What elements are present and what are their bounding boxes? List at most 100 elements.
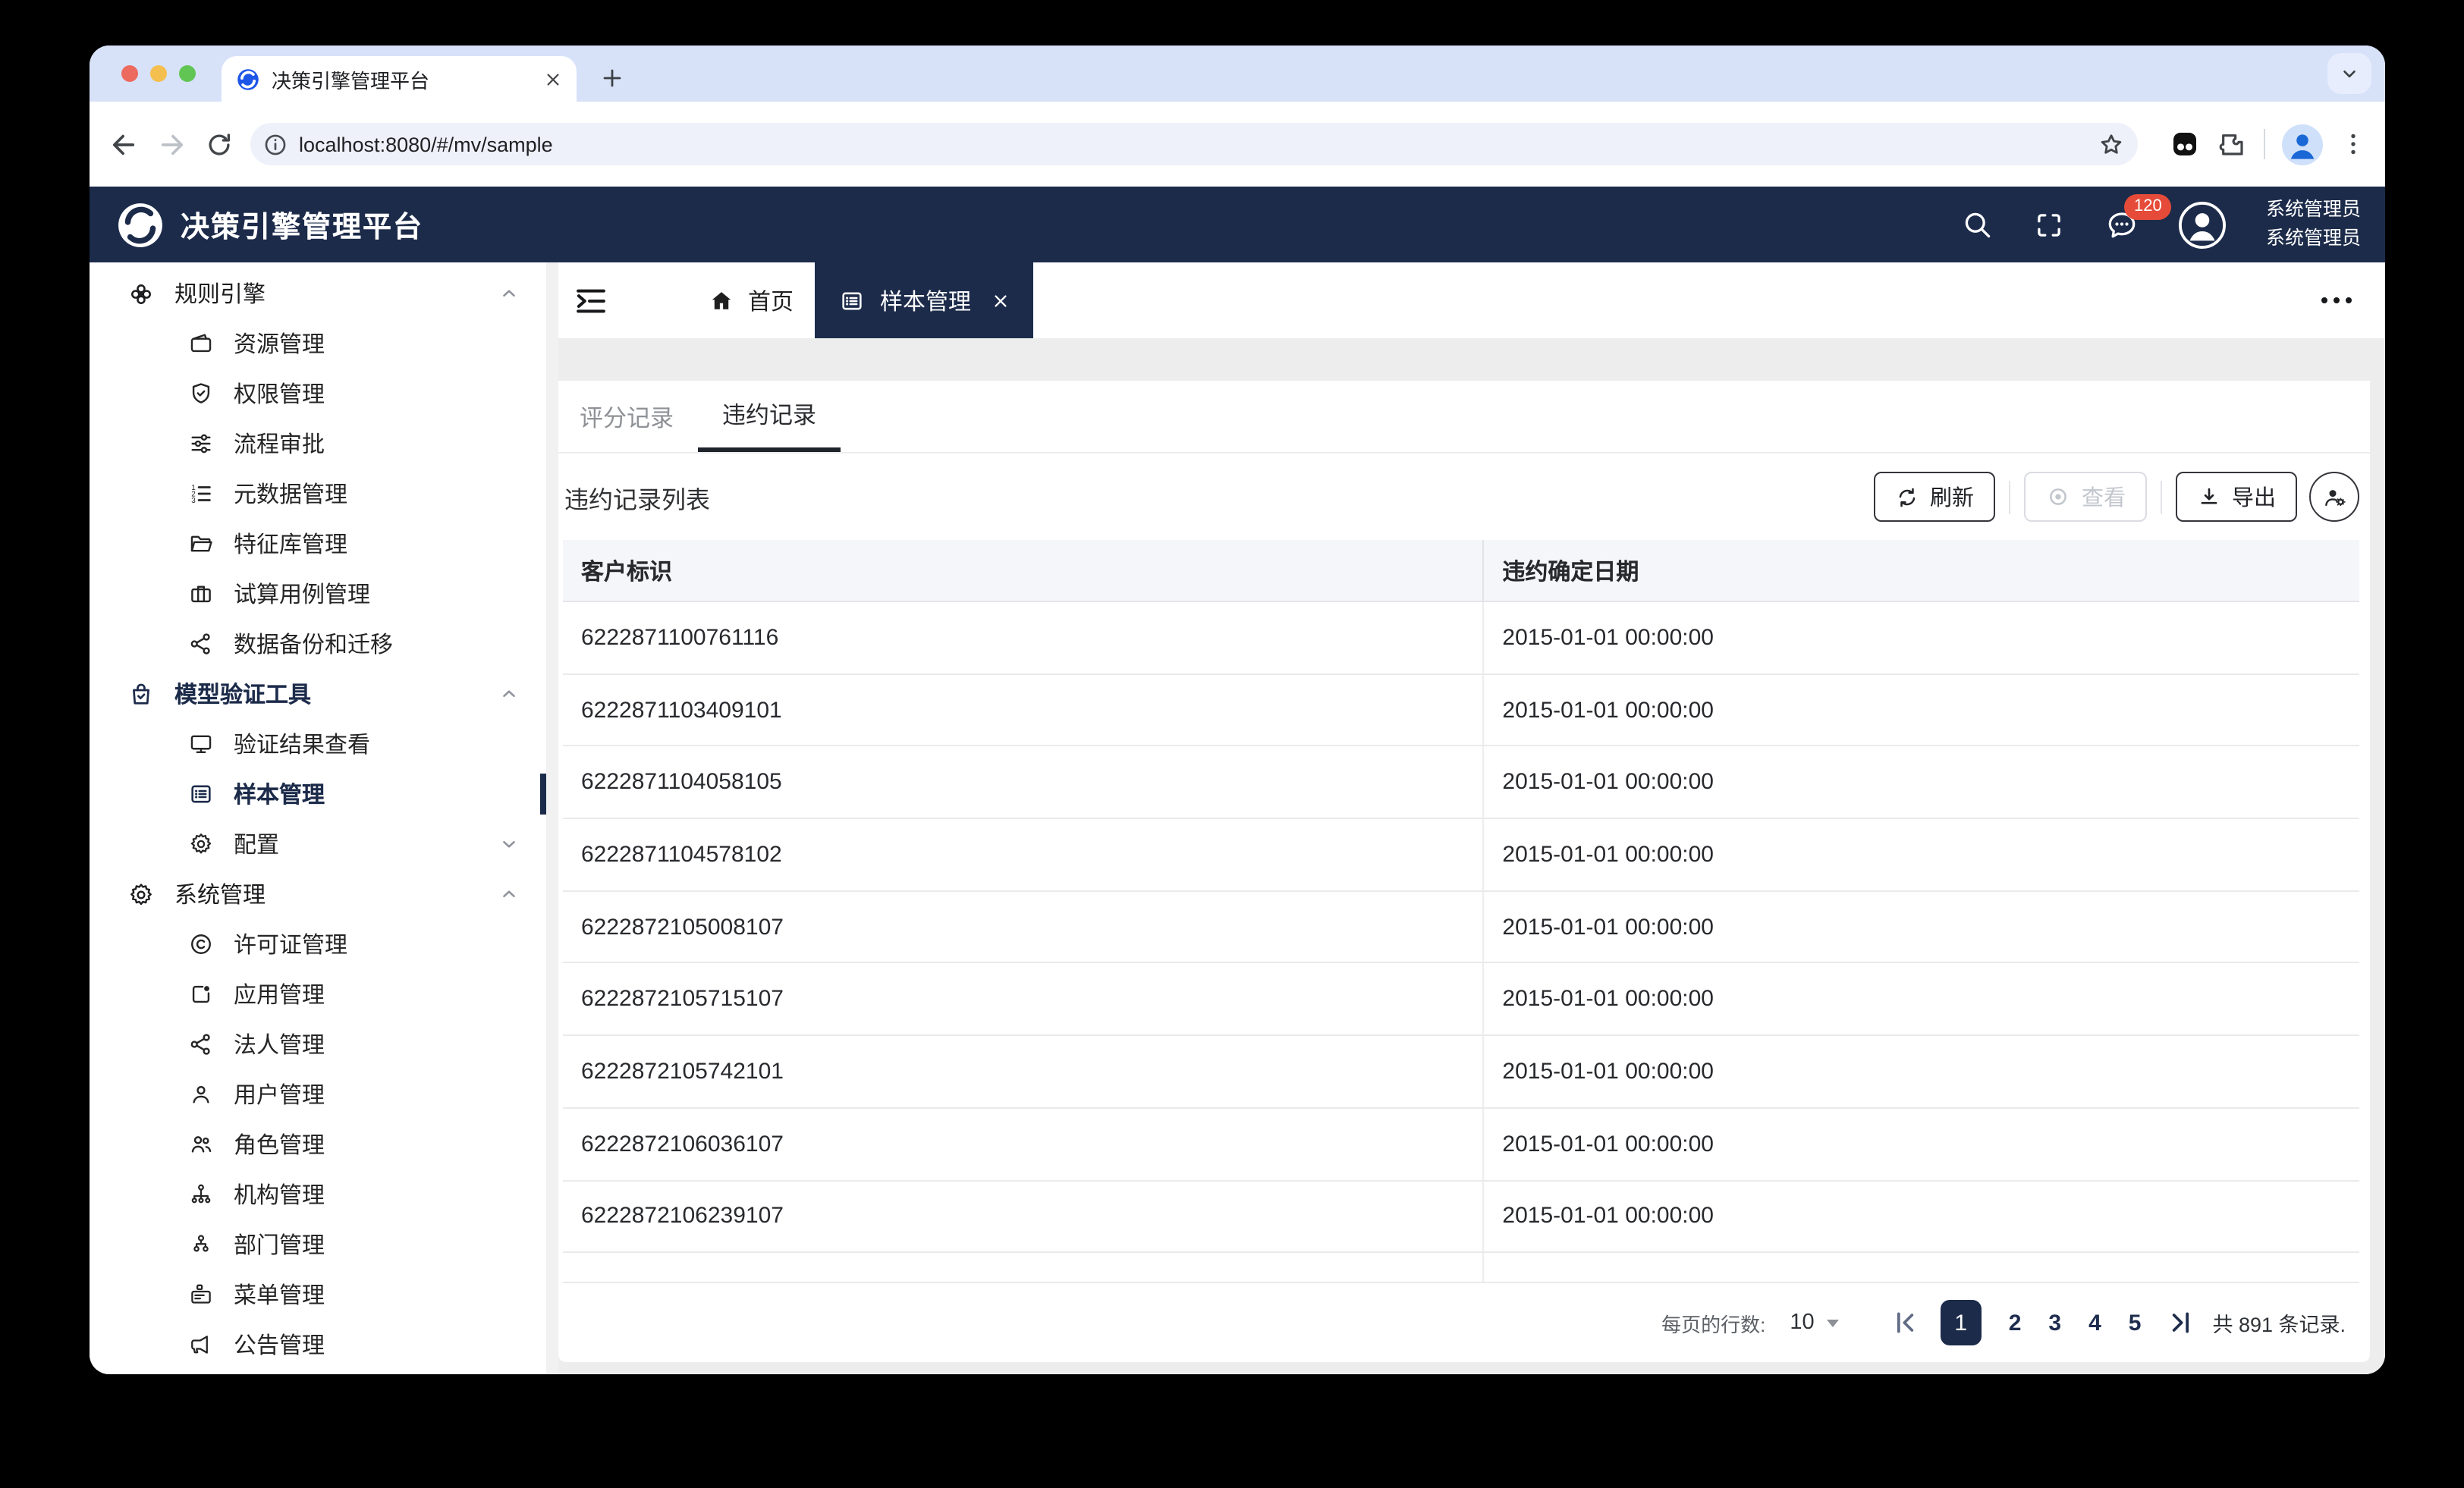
sidebar-item-data-backup-migration[interactable]: 数据备份和迁移	[90, 619, 546, 669]
table-row[interactable]: 6222872106239107 2015-01-01 00:00:00	[563, 1181, 2359, 1254]
tab-sample-mgmt-active[interactable]: 样本管理	[815, 262, 1034, 338]
dept-chart-icon	[188, 1232, 214, 1257]
tab-home[interactable]: 首页	[687, 262, 815, 338]
page-5[interactable]: 5	[2128, 1310, 2142, 1336]
tab-close-icon[interactable]	[992, 292, 1009, 309]
sidebar-group-system-mgmt[interactable]: 系统管理	[90, 869, 546, 919]
first-page-button[interactable]	[1890, 1307, 1921, 1338]
megaphone-icon	[188, 1332, 214, 1358]
user-avatar[interactable]	[2179, 201, 2227, 248]
browser-toolbar: localhost:8080/#/mv/sample	[90, 102, 2385, 187]
window-controls	[121, 65, 196, 82]
user-role: 系统管理员	[2265, 228, 2361, 249]
messages-icon[interactable]: 120	[2105, 193, 2171, 242]
sidebar-item-menu-mgmt[interactable]: 菜单管理	[90, 1270, 546, 1320]
refresh-icon	[1895, 485, 1919, 509]
favicon-swirl-icon	[237, 67, 259, 90]
table-row[interactable]: 6222872105008107 2015-01-01 00:00:00	[563, 891, 2359, 964]
reload-icon[interactable]	[205, 130, 234, 159]
table-row[interactable]: 6222872106036107 2015-01-01 00:00:00	[563, 1108, 2359, 1181]
minimize-window-button[interactable]	[150, 65, 167, 82]
back-icon[interactable]	[108, 128, 140, 160]
view-button[interactable]: 查看	[2024, 472, 2147, 522]
sidebar-item-sample-mgmt[interactable]: 样本管理	[90, 769, 546, 819]
refresh-button[interactable]: 刷新	[1874, 472, 1995, 522]
table-row[interactable]: 6222871104058105 2015-01-01 00:00:00	[563, 746, 2359, 820]
sidebar-scrollbar[interactable]	[546, 262, 558, 1374]
sidebar-item-announcement-mgmt[interactable]: 公告管理	[90, 1320, 546, 1370]
close-window-button[interactable]	[121, 65, 138, 82]
profile-avatar-icon[interactable]	[2282, 124, 2323, 165]
sidebar-item-role-mgmt[interactable]: 角色管理	[90, 1119, 546, 1169]
download-icon	[2197, 485, 2221, 509]
user-info[interactable]: 系统管理员 系统管理员	[2266, 196, 2361, 253]
site-info-icon[interactable]	[262, 131, 288, 157]
sidebar-item-trial-case-mgmt[interactable]: 试算用例管理	[90, 569, 546, 619]
chevron-up-icon	[499, 284, 519, 303]
sidebar-item-legal-entity-mgmt[interactable]: 法人管理	[90, 1019, 546, 1069]
forward-icon[interactable]	[156, 128, 188, 160]
col-customer-id: 客户标识	[581, 559, 673, 585]
export-button[interactable]: 导出	[2176, 472, 2297, 522]
sidebar-group-rule-engine[interactable]: 规则引擎	[90, 268, 546, 319]
tab-search-chevron-button[interactable]	[2327, 53, 2371, 94]
wallet-icon	[188, 331, 214, 356]
page-2[interactable]: 2	[2008, 1310, 2022, 1336]
page-4[interactable]: 4	[2088, 1310, 2101, 1336]
rows-per-page-value[interactable]: 10	[1790, 1311, 1815, 1336]
url-text[interactable]: localhost:8080/#/mv/sample	[299, 133, 553, 155]
page-1-active[interactable]: 1	[1940, 1300, 1982, 1346]
sidebar-item-config[interactable]: 配置	[90, 819, 546, 869]
sidebar-item-validation-results[interactable]: 验证结果查看	[90, 719, 546, 769]
tab-score-records[interactable]: 评分记录	[580, 406, 674, 432]
extensions-puzzle-icon[interactable]	[2217, 129, 2247, 159]
list-title: 违约记录列表	[564, 488, 711, 513]
table-row[interactable]: 6222871103409101 2015-01-01 00:00:00	[563, 674, 2359, 747]
url-bar[interactable]: localhost:8080/#/mv/sample	[250, 123, 2138, 165]
user-name: 系统管理员	[2265, 199, 2361, 221]
sidebar-item-license-mgmt[interactable]: 许可证管理	[90, 919, 546, 969]
page-3[interactable]: 3	[2048, 1310, 2062, 1336]
table-row[interactable]: 6222872105715107 2015-01-01 00:00:00	[563, 963, 2359, 1037]
svg-text:2: 2	[191, 490, 196, 498]
zoom-window-button[interactable]	[179, 65, 196, 82]
table-row[interactable]: 6222871100761116 2015-01-01 00:00:00	[563, 602, 2359, 675]
person-gear-icon	[2321, 483, 2348, 510]
last-page-button[interactable]	[2165, 1307, 2195, 1338]
extension-dark-icon[interactable]	[2170, 129, 2200, 159]
rows-per-page-caret-icon[interactable]	[1826, 1319, 1839, 1327]
sidebar-item-process-approval[interactable]: 流程审批	[90, 419, 546, 469]
records-table: 客户标识 违约确定日期 6222871100761116 2015-01-01 0…	[563, 540, 2359, 1284]
new-tab-button[interactable]	[593, 59, 630, 96]
share-nodes-icon	[188, 1031, 214, 1057]
tab-default-records[interactable]: 违约记录	[698, 381, 841, 452]
sidebar-item-app-mgmt[interactable]: 应用管理	[90, 969, 546, 1019]
browser-tab[interactable]: 决策引擎管理平台	[222, 56, 577, 102]
content-gap	[558, 338, 2385, 381]
column-settings-button[interactable]	[2309, 472, 2359, 522]
home-icon	[709, 287, 734, 313]
sidebar-item-org-mgmt[interactable]: 机构管理	[90, 1169, 546, 1220]
sidebar-group-model-validation[interactable]: 模型验证工具	[90, 669, 546, 719]
search-icon[interactable]	[1961, 208, 1994, 241]
sidebar-item-resource-mgmt[interactable]: 资源管理	[90, 319, 546, 369]
sidebar-item-user-mgmt[interactable]: 用户管理	[90, 1069, 546, 1119]
collapse-sidebar-icon[interactable]	[574, 283, 608, 318]
sidebar-item-message-mgmt[interactable]: 消息管理	[90, 1370, 546, 1374]
sidebar-item-dept-mgmt[interactable]: 部门管理	[90, 1220, 546, 1270]
fullscreen-icon[interactable]	[2034, 209, 2066, 240]
share-nodes-icon	[188, 631, 214, 657]
browser-menu-kebab-icon[interactable]	[2340, 130, 2367, 158]
tab-close-icon[interactable]	[545, 71, 561, 87]
list-box-icon	[839, 287, 865, 313]
toolbar-divider	[2009, 480, 2010, 513]
table-row[interactable]: 6222872105742101 2015-01-01 00:00:00	[563, 1036, 2359, 1109]
app-logo-swirl-icon	[117, 201, 164, 248]
more-tabs-kebab-icon[interactable]	[2321, 297, 2352, 303]
sidebar-item-feature-library[interactable]: 特征库管理	[90, 519, 546, 569]
bookmark-star-icon[interactable]	[2097, 130, 2126, 159]
table-row[interactable]: 6222871104578102 2015-01-01 00:00:00	[563, 819, 2359, 892]
sidebar-item-permission-mgmt[interactable]: 权限管理	[90, 369, 546, 419]
